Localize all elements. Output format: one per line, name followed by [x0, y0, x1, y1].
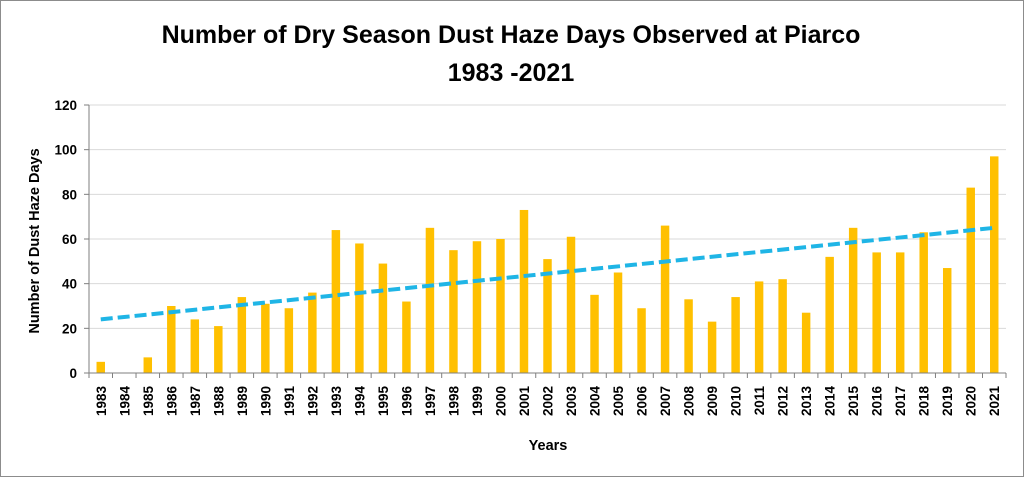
- x-tick-labels: 1983 1984 1985 1986 1987 1988 1989 1990 1991 1992…: [94, 386, 1002, 417]
- bar-1997: [425, 227, 435, 373]
- x-tick-label-1988: 1988: [211, 386, 226, 417]
- bar-1990: [261, 303, 270, 373]
- bar-1999: [472, 241, 482, 373]
- y-tick-label: 80: [62, 187, 77, 202]
- bars: [96, 156, 999, 373]
- bar-2018: [919, 232, 928, 373]
- bar-2019: [942, 268, 952, 373]
- x-tick-label-2014: 2014: [823, 386, 838, 417]
- bar-1989: [237, 297, 247, 373]
- x-tick-label-2011: 2011: [752, 386, 767, 416]
- bar-1994: [355, 243, 364, 373]
- bar-2013: [801, 312, 811, 373]
- bar-2011: [754, 281, 764, 373]
- x-tick-label-1991: 1991: [282, 386, 297, 417]
- bar-1995: [378, 263, 388, 373]
- bar-2001: [519, 209, 529, 373]
- x-tick-label-2015: 2015: [846, 386, 861, 417]
- x-tick-label-2021: 2021: [987, 386, 1002, 417]
- x-tick-label-1986: 1986: [164, 386, 179, 417]
- x-tick-label-2004: 2004: [588, 386, 603, 417]
- x-tick-label-1995: 1995: [376, 386, 391, 417]
- x-tick-label-2001: 2001: [517, 386, 532, 417]
- bar-2004: [590, 294, 599, 373]
- x-tick-label-2005: 2005: [611, 386, 626, 417]
- chart-title: Number of Dry Season Dust Haze Days Obse…: [162, 21, 861, 49]
- x-tick-label-2020: 2020: [964, 386, 979, 416]
- x-tick-label-1990: 1990: [258, 386, 273, 416]
- x-tick-label-2016: 2016: [870, 386, 885, 417]
- y-tick-label: 120: [54, 98, 77, 113]
- bar-1991: [284, 308, 294, 373]
- bar-2021: [990, 156, 999, 373]
- x-tick-label-2010: 2010: [729, 386, 744, 416]
- x-tick-label-1993: 1993: [329, 386, 344, 417]
- x-tick-label-2000: 2000: [493, 386, 508, 416]
- x-tick-label-1994: 1994: [352, 386, 367, 417]
- x-tick-label-2019: 2019: [940, 386, 955, 416]
- x-tick-label-2007: 2007: [658, 386, 673, 416]
- bar-1986: [167, 306, 176, 373]
- bar-1996: [402, 301, 411, 373]
- x-axis-title: Years: [529, 438, 568, 454]
- bar-2016: [872, 252, 881, 373]
- x-tick-label-2017: 2017: [893, 386, 908, 416]
- bar-2014: [825, 256, 834, 373]
- y-tick-label: 40: [62, 277, 77, 292]
- axes: [84, 104, 1007, 378]
- bar-2005: [613, 272, 623, 373]
- x-tick-label-2002: 2002: [541, 386, 556, 416]
- bar-1985: [143, 357, 153, 373]
- x-tick-label-2013: 2013: [799, 386, 814, 417]
- y-axis-title: Number of Dust Haze Days: [27, 148, 43, 333]
- x-tick-label-1984: 1984: [117, 386, 132, 417]
- x-tick-label-1997: 1997: [423, 386, 438, 416]
- x-tick-label-2008: 2008: [682, 386, 697, 417]
- bar-1992: [308, 292, 317, 373]
- bar-1993: [331, 230, 341, 373]
- x-tick-label-1996: 1996: [399, 386, 414, 417]
- bar-2000: [496, 239, 505, 373]
- bar-2003: [566, 236, 576, 373]
- x-tick-label-2009: 2009: [705, 386, 720, 416]
- bar-2012: [778, 279, 787, 373]
- bar-2009: [707, 321, 717, 373]
- x-tick-label-1985: 1985: [141, 386, 156, 417]
- y-tick-labels: 0 20 40 60 80 100 120: [54, 98, 77, 381]
- bar-2015: [848, 227, 858, 373]
- bar-1983: [96, 361, 105, 373]
- x-tick-label-2012: 2012: [776, 386, 791, 416]
- bar-2010: [731, 297, 740, 373]
- x-tick-label-2006: 2006: [635, 386, 650, 417]
- x-tick-label-2003: 2003: [564, 386, 579, 417]
- bar-2007: [660, 225, 670, 373]
- chart-subtitle: 1983 -2021: [448, 59, 575, 87]
- y-tick-label: 20: [62, 321, 77, 336]
- x-tick-label-1998: 1998: [446, 386, 461, 417]
- x-tick-label-1987: 1987: [188, 386, 203, 416]
- x-tick-label-1983: 1983: [94, 386, 109, 417]
- y-tick-label: 0: [69, 366, 77, 381]
- y-tick-label: 60: [62, 232, 77, 247]
- y-tick-label: 100: [54, 143, 77, 158]
- x-tick-label-1999: 1999: [470, 386, 485, 416]
- bar-2002: [543, 259, 552, 373]
- bar-2017: [895, 252, 905, 373]
- bar-1987: [190, 319, 200, 373]
- bar-2006: [637, 308, 646, 373]
- bar-2020: [966, 187, 975, 373]
- bar-1988: [214, 326, 223, 373]
- x-tick-label-1989: 1989: [235, 386, 250, 416]
- x-tick-label-2018: 2018: [917, 386, 932, 417]
- trendline-group: [100, 225, 995, 322]
- bar-1998: [449, 250, 458, 373]
- bar-2008: [684, 299, 693, 373]
- x-tick-label-1992: 1992: [305, 386, 320, 416]
- trendline: [100, 225, 995, 322]
